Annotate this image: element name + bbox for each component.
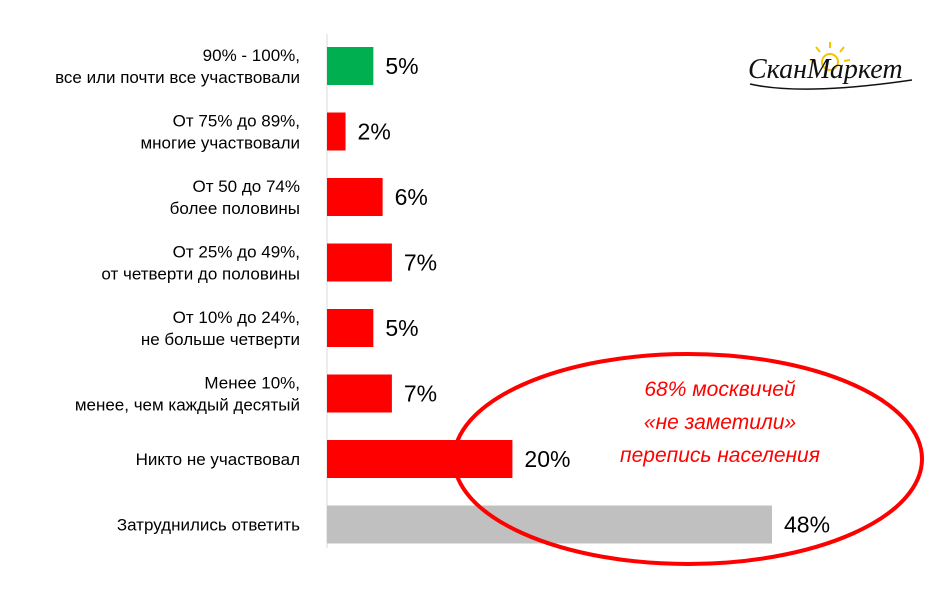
category-label-6: Никто не участвовал [136,450,300,469]
bar-7 [327,505,772,544]
bar-6 [327,440,513,478]
annotation-text: 68% москвичей «не заметили» перепись насел… [620,378,820,467]
category-label-0: 90% - 100%, все или почти все участвовали [55,46,300,87]
category-label-1: От 75% до 89%, многие участвовали [140,112,300,153]
category-label-2: От 50 до 74% более половины [170,177,300,218]
value-label-5: 7% [404,381,437,407]
logo-text: СканМаркет [748,54,903,85]
bar-5 [327,374,392,413]
bar-1 [327,112,346,151]
value-label-3: 7% [404,250,437,276]
category-label-4: От 10% до 24%, не больше четверти [141,308,300,349]
bar-3 [327,243,392,282]
category-label-7: Затруднились ответить [117,516,300,535]
sun-icon [809,42,851,71]
bar-4 [327,309,374,347]
category-label-5: Менее 10%, менее, чем каждый десятый [75,374,300,415]
value-label-0: 5% [385,53,418,79]
value-label-7: 48% [784,512,830,538]
logo-swoosh [749,79,913,90]
brand-logo: СканМаркет [748,42,913,90]
value-label-4: 5% [385,315,418,341]
bar-0 [327,47,374,85]
value-label-2: 6% [395,184,428,210]
value-label-6: 20% [524,446,570,472]
annotation-ellipse [452,352,924,566]
value-label-1: 2% [358,119,391,145]
bar-2 [327,178,383,216]
category-label-3: От 25% до 49%, от четверти до половины [101,243,300,284]
